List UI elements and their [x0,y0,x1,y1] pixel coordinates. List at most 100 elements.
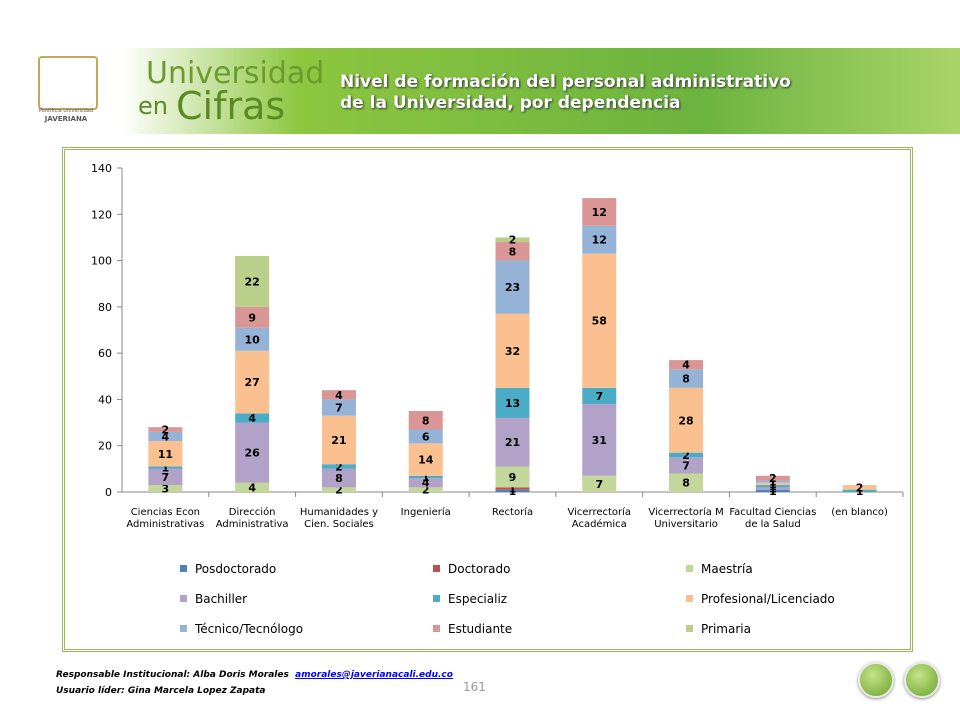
data-label: 6 [422,430,430,443]
bar-segment [148,441,183,467]
legend-label: Doctorado [448,561,511,576]
data-label: 4 [248,481,256,494]
bar-segment [495,417,530,467]
bar-segment [321,390,356,400]
back-button[interactable] [858,662,894,698]
brand: Cifras [176,84,286,128]
bar-segment [495,237,530,243]
bar-segment [235,255,270,307]
bar-segment [321,399,356,416]
legend-entry: Bachiller [180,591,247,606]
page-number: 161 [463,680,486,694]
data-label: 10 [245,333,261,346]
x-tick-label: Vicerrectoría Académica [567,507,632,530]
banner: Pontificia Universidad JAVERIANA Univers… [0,48,960,134]
data-label: 21 [505,436,520,449]
bar-segment [321,415,356,465]
data-label: 4 [162,430,170,443]
bar-segment [495,487,530,490]
y-tick-label: 80 [98,301,112,314]
data-label: 22 [245,275,260,288]
legend-label: Estudiante [448,621,513,636]
bar-segment [148,468,183,486]
legend-entry: Doctorado [433,561,510,576]
email-link[interactable]: amorales@javerianacali.edu.co [295,670,453,680]
x-tick-label: Rectoría [491,507,534,518]
data-label: 12 [592,206,607,219]
bar-segment [321,487,356,492]
slide-title: Nivel de formación del personal administ… [340,72,791,92]
bar-segment [582,404,617,476]
data-label: 3 [162,483,170,496]
brand: Universidad [146,56,325,91]
y-tick-label: 120 [91,208,112,221]
logo-shield [38,56,98,110]
legend-label: Posdoctorado [195,561,277,576]
bar-segment [408,411,443,430]
legend-swatch [433,595,440,602]
legend-entry: Primaria [686,621,751,636]
data-label: 1 [509,485,517,498]
bar-segment [148,466,183,469]
data-label: 2 [422,484,430,497]
bar-segment [669,457,704,474]
legend-entry: Posdoctorado [180,561,276,576]
bar-segment [755,482,790,486]
bar-segment [582,198,617,226]
data-label: 4 [248,412,256,425]
data-label: 8 [335,472,343,485]
legend-entry: Técnico/Tecnólogo [180,621,303,636]
legend-entry: Especializ [433,591,507,606]
bar-segment [235,413,270,423]
bar-segment [582,475,617,492]
responsible: Responsable Institucional: Alba Doris Mo… [56,670,289,680]
data-label: 4 [682,359,690,372]
bar-segment [408,478,443,488]
bar-segment [235,327,270,351]
data-label: 1 [769,476,777,489]
data-label: 27 [245,376,260,389]
bar-segment [495,489,530,492]
x-tick-label: Ingeniería [400,507,451,518]
data-label: 1 [856,485,864,498]
legend-label: Profesional/Licenciado [701,591,835,606]
bar-segment [235,350,270,414]
data-label: 32 [505,345,520,358]
slide-title: de la Universidad, por dependencia [340,93,681,113]
data-label: 1 [769,478,777,491]
bar-segment [755,489,790,492]
legend-swatch [686,595,693,602]
bar-segment [495,242,530,261]
bar-segment [582,253,617,388]
legend-entry: Profesional/Licenciado [686,591,835,606]
bar-segment [495,387,530,418]
legend-label: Especializ [448,591,508,606]
x-tick-label: (en blanco) [831,507,888,518]
data-label: 1 [509,483,517,496]
y-tick-label: 40 [98,393,112,406]
data-label: 1 [769,483,777,496]
bar-segment [495,466,530,488]
home-button[interactable] [904,662,940,698]
bar-segment [408,443,443,476]
data-label: 28 [678,414,693,427]
user-line: Usuario líder: Gina Marcela Lopez Zapata [56,686,266,696]
bar-segment [755,485,790,488]
bar-segment [669,360,704,370]
data-label: 21 [331,434,346,447]
bar-segment [582,225,617,254]
data-label: 2 [335,461,343,474]
legend-label: Técnico/Tecnólogo [195,621,304,636]
data-label: 7 [682,459,690,472]
legend-label: Maestría [701,561,753,576]
bar-segment [408,487,443,492]
bar-segment [235,422,270,483]
bar-segment [842,489,877,492]
bar-segment [669,387,704,453]
y-tick-label: 60 [98,347,112,360]
data-label: 2 [162,424,170,437]
data-label: 2 [509,234,517,247]
bar-segment [842,485,877,490]
x-tick-label: Ciencias Econ Administrativas [126,507,205,530]
bar-segment [321,468,356,488]
